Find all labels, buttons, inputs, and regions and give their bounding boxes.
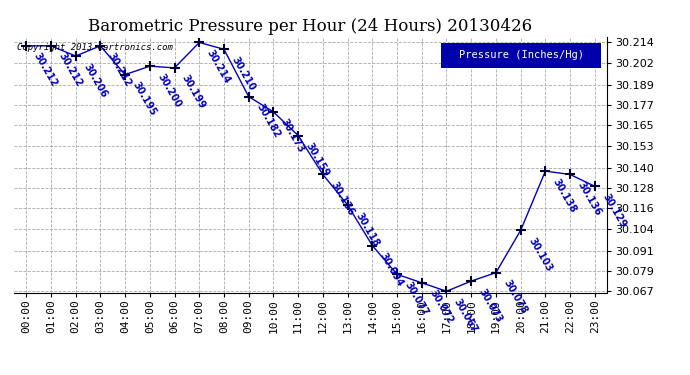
Text: 30.200: 30.200 (155, 72, 183, 109)
Text: 30.195: 30.195 (130, 80, 158, 118)
Text: 30.129: 30.129 (600, 192, 628, 230)
Text: 30.136: 30.136 (328, 180, 356, 218)
Text: 30.094: 30.094 (378, 251, 405, 289)
Text: 30.206: 30.206 (81, 62, 108, 99)
Text: 30.077: 30.077 (402, 280, 430, 317)
Text: 30.199: 30.199 (180, 74, 208, 111)
Text: 30.078: 30.078 (502, 278, 529, 316)
Text: Copyright 2013 Cartronics.com: Copyright 2013 Cartronics.com (17, 43, 172, 52)
Text: 30.118: 30.118 (353, 210, 381, 248)
Text: 30.212: 30.212 (57, 51, 84, 89)
Text: 30.103: 30.103 (526, 236, 553, 273)
Text: 30.159: 30.159 (304, 141, 331, 178)
Text: 30.212: 30.212 (32, 51, 59, 89)
Text: 30.212: 30.212 (106, 51, 133, 89)
Title: Barometric Pressure per Hour (24 Hours) 20130426: Barometric Pressure per Hour (24 Hours) … (88, 18, 533, 34)
Text: 30.067: 30.067 (452, 297, 480, 334)
Text: 30.210: 30.210 (230, 55, 257, 92)
Text: 30.214: 30.214 (205, 48, 233, 86)
Text: 30.072: 30.072 (427, 288, 455, 326)
Text: 30.073: 30.073 (477, 286, 504, 324)
Text: 30.136: 30.136 (575, 180, 603, 218)
Text: 30.173: 30.173 (279, 117, 306, 155)
Text: 30.138: 30.138 (551, 177, 578, 214)
Text: 30.182: 30.182 (254, 102, 282, 140)
